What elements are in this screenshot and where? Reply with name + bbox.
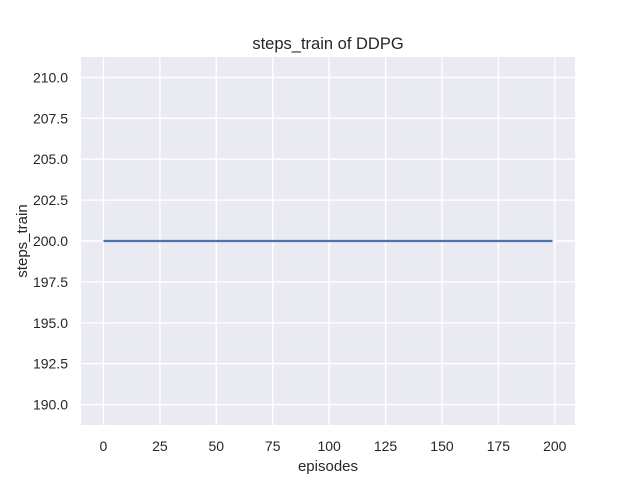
x-tick-label: 125 — [374, 438, 398, 454]
x-tick-label: 75 — [265, 438, 281, 454]
x-tick-label: 50 — [209, 438, 225, 454]
y-tick-label: 202.5 — [33, 192, 68, 208]
x-tick-label: 175 — [487, 438, 511, 454]
y-tick-label: 195.0 — [33, 315, 68, 331]
y-tick-label: 190.0 — [33, 397, 68, 413]
x-tick-label: 200 — [543, 438, 567, 454]
y-tick-label: 200.0 — [33, 233, 68, 249]
y-axis-label: steps_train — [14, 204, 31, 277]
x-axis-label: episodes — [298, 458, 358, 475]
y-tick-labels: 190.0 192.5 195.0 197.5 200.0 202.5 205.0 207.5… — [33, 69, 68, 412]
x-tick-label: 100 — [317, 438, 341, 454]
y-tick-label: 210.0 — [33, 69, 68, 85]
y-tick-label: 205.0 — [33, 151, 68, 167]
x-tick-labels: 0 25 50 75 100 125 150 175 200 — [100, 438, 567, 454]
x-tick-label: 25 — [152, 438, 168, 454]
y-tick-label: 192.5 — [33, 356, 68, 372]
chart-title: steps_train of DDPG — [252, 35, 403, 53]
x-tick-label: 150 — [430, 438, 454, 454]
x-tick-label: 0 — [100, 438, 108, 454]
y-tick-label: 197.5 — [33, 274, 68, 290]
y-tick-label: 207.5 — [33, 110, 68, 126]
